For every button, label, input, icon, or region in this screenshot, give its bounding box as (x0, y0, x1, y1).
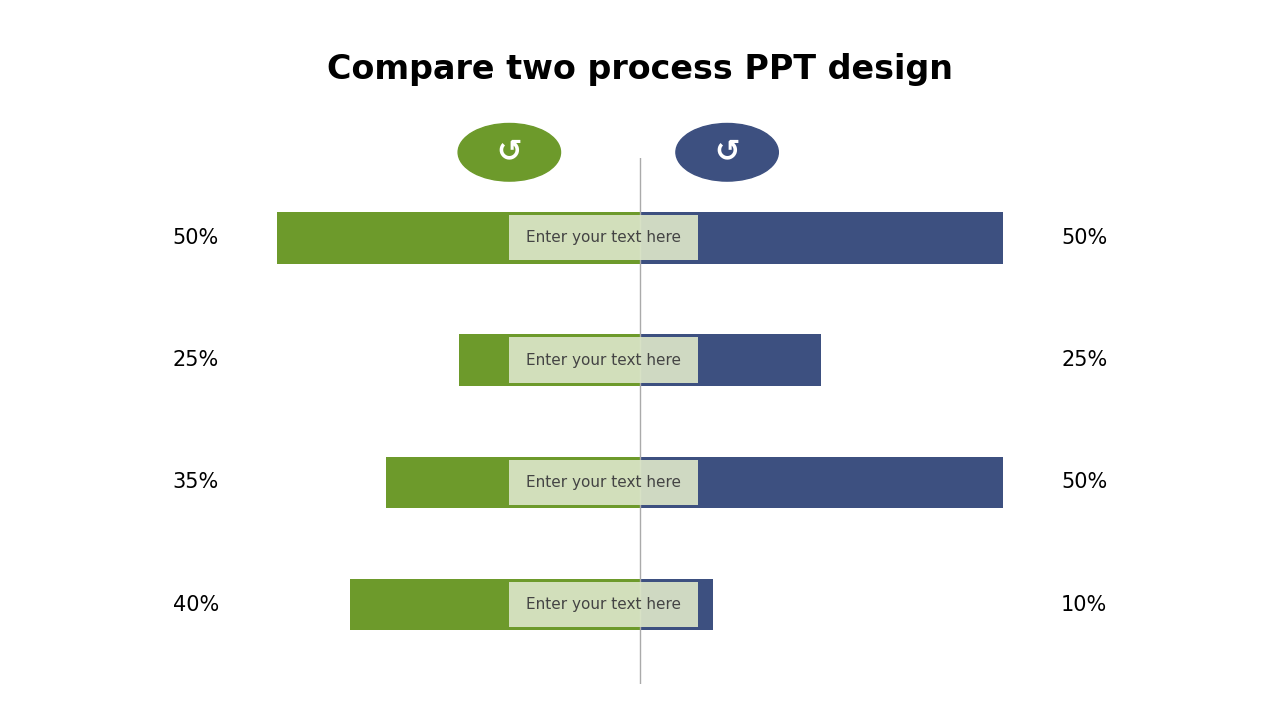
Bar (640, 212, 1004, 264)
FancyBboxPatch shape (509, 460, 698, 505)
FancyBboxPatch shape (509, 582, 698, 627)
Bar (640, 456, 1004, 508)
Text: 35%: 35% (173, 472, 219, 492)
Text: ↺: ↺ (714, 138, 740, 167)
Bar (276, 212, 640, 264)
Bar (640, 579, 713, 630)
Bar (349, 579, 640, 630)
Text: 50%: 50% (1061, 472, 1107, 492)
Text: 10%: 10% (1061, 595, 1107, 615)
Text: 25%: 25% (1061, 350, 1107, 370)
Text: 40%: 40% (173, 595, 219, 615)
Text: Enter your text here: Enter your text here (526, 230, 681, 246)
Text: 50%: 50% (173, 228, 219, 248)
Text: Enter your text here: Enter your text here (526, 597, 681, 612)
FancyBboxPatch shape (509, 338, 698, 382)
Text: Enter your text here: Enter your text here (526, 474, 681, 490)
FancyBboxPatch shape (509, 215, 698, 261)
Text: Compare two process PPT design: Compare two process PPT design (326, 53, 954, 86)
Bar (458, 334, 640, 386)
Bar (640, 334, 822, 386)
Text: ↺: ↺ (497, 138, 522, 167)
Bar (385, 456, 640, 508)
Text: 25%: 25% (173, 350, 219, 370)
Text: Enter your text here: Enter your text here (526, 353, 681, 368)
Text: 50%: 50% (1061, 228, 1107, 248)
